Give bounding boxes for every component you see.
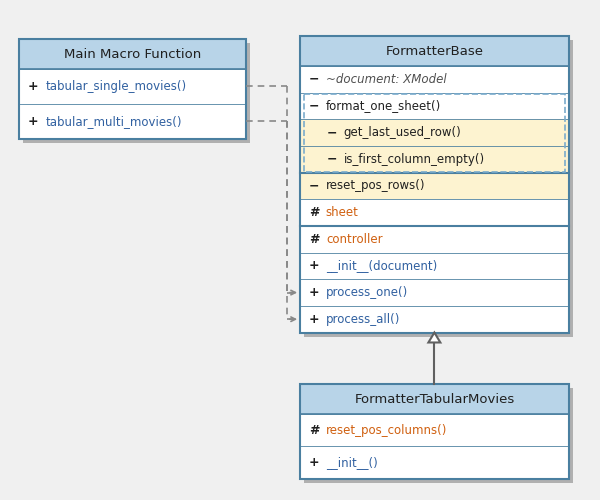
Bar <box>300 92 569 120</box>
Text: format_one_sheet(): format_one_sheet() <box>326 100 441 112</box>
Bar <box>300 200 569 226</box>
Bar <box>19 104 246 138</box>
Text: +: + <box>308 456 319 469</box>
Text: +: + <box>308 260 319 272</box>
Bar <box>304 94 565 172</box>
Text: #: # <box>308 206 319 219</box>
Text: −: − <box>326 126 337 139</box>
Bar <box>23 43 250 142</box>
Text: +: + <box>28 114 38 128</box>
Bar <box>304 388 573 482</box>
Text: reset_pos_columns(): reset_pos_columns() <box>326 424 447 436</box>
Text: Main Macro Function: Main Macro Function <box>64 48 202 60</box>
Bar <box>300 446 569 478</box>
Text: ~document: XModel: ~document: XModel <box>326 73 446 86</box>
Text: −: − <box>308 180 319 192</box>
Bar <box>300 414 569 446</box>
Text: FormatterBase: FormatterBase <box>385 44 484 58</box>
Text: __init__(): __init__() <box>326 456 377 469</box>
Text: tabular_single_movies(): tabular_single_movies() <box>45 80 187 93</box>
Bar <box>304 40 573 337</box>
Bar <box>300 172 569 200</box>
Bar <box>300 66 569 92</box>
Text: +: + <box>308 286 319 299</box>
Bar <box>300 36 569 333</box>
Bar <box>300 146 569 172</box>
Text: +: + <box>308 312 319 326</box>
Text: −: − <box>308 73 319 86</box>
Polygon shape <box>428 332 440 342</box>
Bar <box>300 279 569 306</box>
Bar <box>19 39 246 69</box>
Text: __init__(document): __init__(document) <box>326 260 437 272</box>
Bar <box>300 120 569 146</box>
Text: process_one(): process_one() <box>326 286 408 299</box>
Text: FormatterTabularMovies: FormatterTabularMovies <box>354 392 515 406</box>
Text: is_first_column_empty(): is_first_column_empty() <box>344 153 485 166</box>
Bar <box>19 69 246 104</box>
Bar <box>300 384 569 478</box>
Text: tabular_multi_movies(): tabular_multi_movies() <box>45 114 182 128</box>
Bar <box>300 306 569 332</box>
Bar <box>300 226 569 252</box>
Text: #: # <box>308 233 319 246</box>
Text: reset_pos_rows(): reset_pos_rows() <box>326 180 425 192</box>
Bar <box>300 384 569 414</box>
Text: −: − <box>308 100 319 112</box>
Text: get_last_used_row(): get_last_used_row() <box>344 126 461 139</box>
Text: sheet: sheet <box>326 206 359 219</box>
Text: #: # <box>308 424 319 436</box>
Text: process_all(): process_all() <box>326 312 400 326</box>
Text: −: − <box>326 153 337 166</box>
Bar <box>19 39 246 138</box>
Text: +: + <box>28 80 38 93</box>
Bar <box>300 252 569 279</box>
Bar <box>300 36 569 66</box>
Text: controller: controller <box>326 233 383 246</box>
